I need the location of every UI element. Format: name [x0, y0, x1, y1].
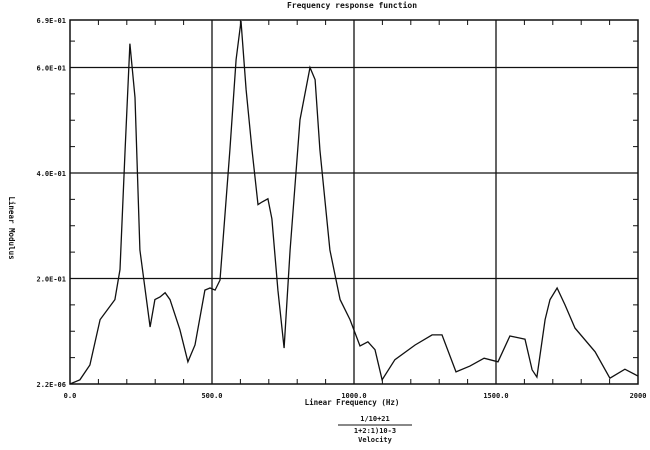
- footer-numerator: 1/10+21: [360, 415, 390, 423]
- y-tick-label: 6.0E-01: [36, 64, 66, 72]
- ticks: [70, 20, 638, 384]
- y-axis-label: Linear Modulus: [7, 196, 16, 259]
- y-tick-label: 2.0E-01: [36, 275, 66, 283]
- footer-quantity: Velocity: [358, 436, 393, 444]
- y-tick-label: 6.9E-01: [36, 17, 66, 25]
- grid: [69, 19, 639, 385]
- y-tick-label: 2.2E-06: [36, 381, 66, 389]
- x-tick-label: 1000.0: [341, 392, 366, 400]
- series-line: [69, 21, 639, 385]
- x-tick-label: 2000: [630, 392, 647, 400]
- tick-labels: 0.0 500.0 1000.0 1500.0 2000 2.2E-06 2.0E-01 4.…: [36, 17, 646, 400]
- x-tick-label: 0.0: [64, 392, 77, 400]
- y-tick-label: 4.0E-01: [36, 170, 66, 178]
- chart-title: Frequency response function: [287, 0, 417, 10]
- x-axis-label: Linear Frequency (Hz): [305, 398, 400, 407]
- footer-denominator: 1+2:1)10-3: [354, 427, 396, 435]
- x-tick-label: 1500.0: [483, 392, 508, 400]
- x-tick-label: 500.0: [201, 392, 222, 400]
